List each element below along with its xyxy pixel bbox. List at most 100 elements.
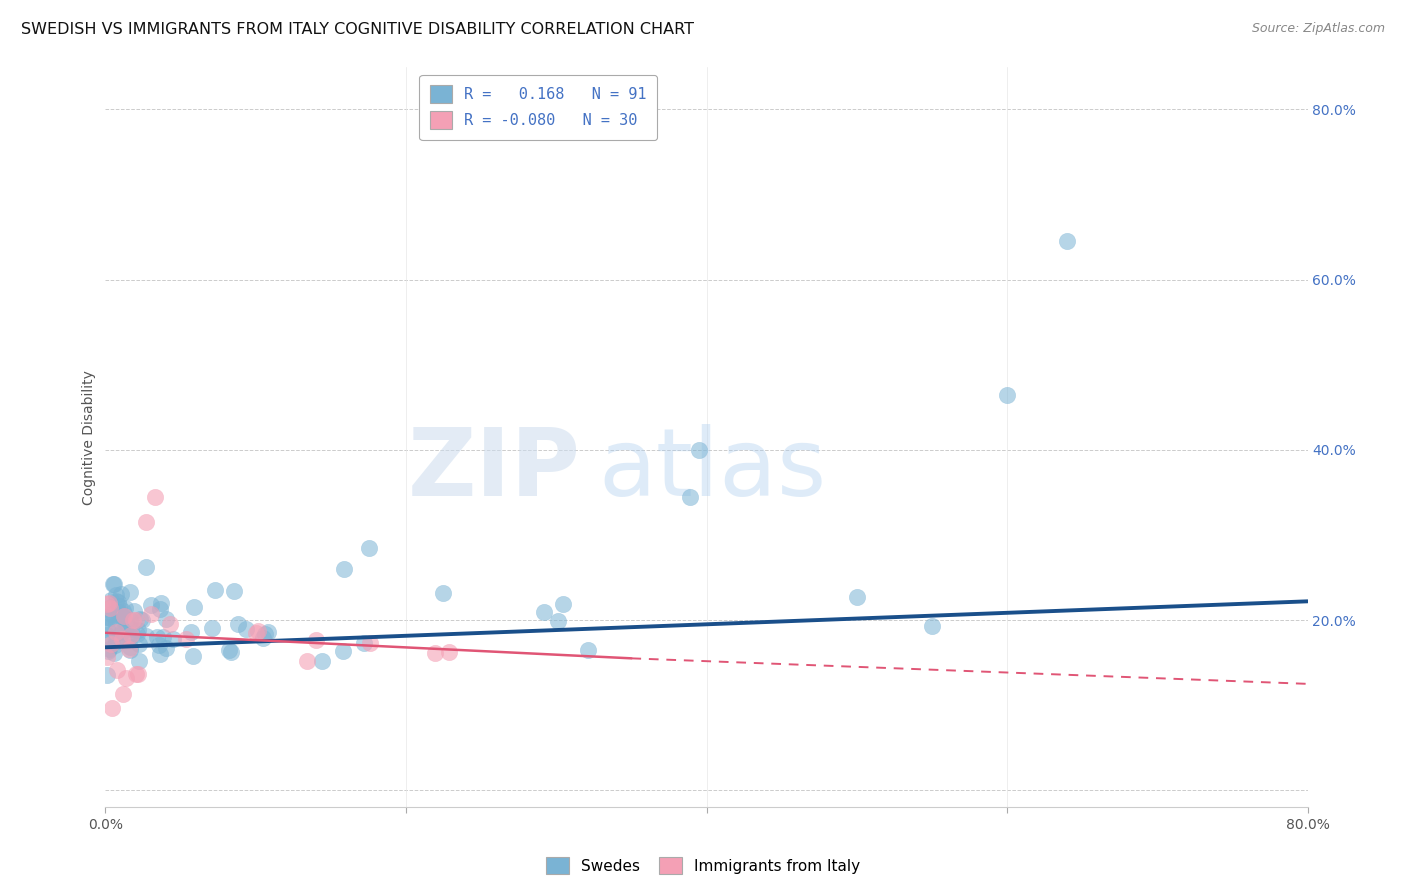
Point [155, 640, 177, 655]
Point [115, 615, 138, 630]
Point [253, 626, 276, 640]
Point [423, 646, 446, 660]
Point [112, 609, 135, 624]
Point [100, 601, 122, 615]
Point [219, 645, 242, 659]
Point [118, 629, 141, 643]
Point [311, 654, 333, 668]
Point [97, 642, 120, 657]
Point [359, 636, 381, 650]
Point [551, 597, 574, 611]
Point [96, 668, 118, 682]
Point [150, 596, 173, 610]
Point [118, 584, 141, 599]
Point [108, 605, 131, 619]
Point [101, 607, 124, 621]
Point [120, 629, 142, 643]
Legend: Swedes, Immigrants from Italy: Swedes, Immigrants from Italy [540, 851, 866, 880]
Point [115, 671, 138, 685]
Point [110, 587, 132, 601]
Point [576, 643, 599, 657]
Point [1056, 235, 1078, 249]
Point [333, 562, 356, 576]
Point [112, 687, 135, 701]
Text: ZIP: ZIP [408, 425, 581, 516]
Point [105, 625, 128, 640]
Point [98, 611, 121, 625]
Point [101, 632, 124, 647]
Point [111, 624, 134, 639]
Point [100, 600, 122, 615]
Point [103, 576, 125, 591]
Point [201, 621, 224, 635]
Point [159, 616, 181, 631]
Point [547, 615, 569, 629]
Point [104, 638, 127, 652]
Point [111, 624, 134, 639]
Point [995, 387, 1018, 401]
Point [125, 627, 148, 641]
Point [252, 631, 274, 645]
Point [101, 700, 124, 714]
Point [332, 644, 354, 658]
Point [235, 622, 257, 636]
Point [357, 541, 380, 555]
Text: SWEDISH VS IMMIGRANTS FROM ITALY COGNITIVE DISABILITY CORRELATION CHART: SWEDISH VS IMMIGRANTS FROM ITALY COGNITI… [21, 22, 695, 37]
Point [180, 625, 202, 640]
Point [181, 649, 204, 664]
Point [120, 643, 142, 657]
Point [155, 612, 177, 626]
Point [139, 598, 162, 612]
Point [222, 584, 245, 599]
Point [305, 633, 328, 648]
Point [204, 582, 226, 597]
Point [162, 632, 184, 646]
Point [124, 604, 146, 618]
Point [120, 640, 142, 654]
Point [127, 667, 149, 681]
Point [108, 611, 131, 625]
Point [247, 624, 270, 639]
Point [111, 632, 134, 647]
Point [148, 638, 170, 652]
Point [135, 629, 157, 643]
Point [295, 654, 318, 668]
Point [141, 607, 163, 621]
Point [104, 616, 127, 631]
Point [104, 633, 127, 648]
Point [96, 609, 118, 624]
Point [98, 596, 121, 610]
Point [120, 628, 142, 642]
Point [921, 619, 943, 633]
Point [105, 593, 128, 607]
Point [128, 654, 150, 668]
Point [107, 595, 129, 609]
Text: atlas: atlas [599, 425, 827, 516]
Point [131, 613, 153, 627]
Point [108, 628, 131, 642]
Y-axis label: Cognitive Disability: Cognitive Disability [83, 369, 97, 505]
Point [96, 622, 118, 636]
Point [96, 650, 118, 665]
Point [125, 666, 148, 681]
Point [112, 609, 135, 624]
Point [97, 644, 120, 658]
Legend: R =   0.168   N = 91, R = -0.080   N = 30: R = 0.168 N = 91, R = -0.080 N = 30 [419, 75, 657, 140]
Point [127, 623, 149, 637]
Point [100, 607, 122, 621]
Point [148, 602, 170, 616]
Point [226, 617, 249, 632]
Point [152, 631, 174, 645]
Point [245, 625, 267, 640]
Point [437, 645, 460, 659]
Point [679, 490, 702, 504]
Point [103, 646, 125, 660]
Point [120, 622, 142, 636]
Text: Source: ZipAtlas.com: Source: ZipAtlas.com [1251, 22, 1385, 36]
Point [100, 637, 122, 651]
Point [96, 620, 118, 634]
Point [145, 490, 167, 504]
Point [533, 606, 555, 620]
Point [353, 636, 375, 650]
Point [135, 515, 157, 529]
